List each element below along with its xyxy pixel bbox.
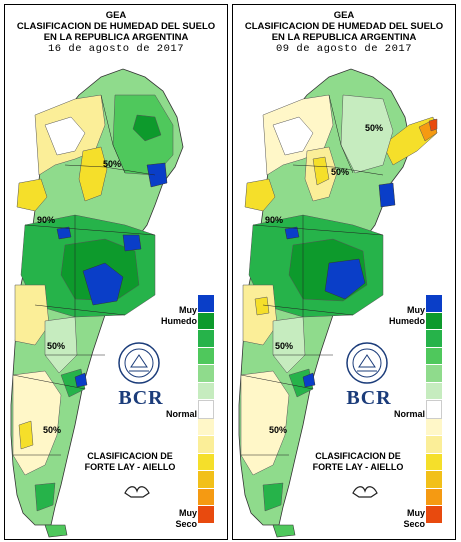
org-name: GEA bbox=[105, 10, 127, 21]
legend-label-normal: Normal bbox=[393, 409, 425, 419]
legend-label-seco: Seco bbox=[403, 519, 425, 529]
contour-label: 50% bbox=[103, 159, 122, 169]
contour-label: 50% bbox=[47, 341, 66, 351]
bcr-seal-logo bbox=[346, 342, 388, 384]
legend-swatch bbox=[198, 312, 214, 330]
org-name: GEA bbox=[333, 10, 355, 21]
legend-label-muy: Muy bbox=[179, 305, 197, 315]
legend-swatch bbox=[198, 400, 214, 419]
legend-swatch bbox=[198, 330, 214, 348]
legend-swatch bbox=[426, 453, 442, 471]
legend-swatch bbox=[426, 436, 442, 454]
legend-swatch bbox=[198, 418, 214, 436]
legend-swatch bbox=[198, 471, 214, 489]
legend-swatch bbox=[426, 488, 442, 506]
legend-swatch bbox=[426, 295, 442, 313]
legend-label-humedo: Humedo bbox=[389, 316, 425, 326]
legend-swatch bbox=[198, 453, 214, 471]
map-date: 16 de agosto de 2017 bbox=[47, 43, 185, 55]
legend-label-normal: Normal bbox=[165, 409, 197, 419]
contour-label: 50% bbox=[269, 425, 288, 435]
map-title-line2: EN LA REPUBLICA ARGENTINA bbox=[43, 32, 189, 43]
gea-mini-logo bbox=[352, 486, 378, 498]
legend-label-muy: Muy bbox=[179, 508, 197, 518]
map-title-line1: CLASIFICACION DE HUMEDAD DEL SUELO bbox=[244, 21, 444, 32]
bcr-seal-logo bbox=[118, 342, 160, 384]
legend-scale bbox=[198, 295, 214, 524]
map-date: 09 de agosto de 2017 bbox=[275, 43, 413, 55]
soil-moisture-map bbox=[238, 68, 438, 538]
contour-label: 50% bbox=[365, 123, 384, 133]
legend-swatch bbox=[198, 382, 214, 400]
gea-mini-logo bbox=[124, 486, 150, 498]
legend-swatch bbox=[198, 488, 214, 506]
legend-swatch bbox=[426, 418, 442, 436]
classification-line1: CLASIFICACION DE bbox=[315, 451, 401, 461]
contour-label: 50% bbox=[275, 341, 294, 351]
contour-label: 90% bbox=[265, 215, 284, 225]
legend-swatch bbox=[198, 295, 214, 313]
legend-swatch bbox=[426, 330, 442, 348]
legend-swatch bbox=[426, 382, 442, 400]
classification-line2: FORTE LAY - AIELLO bbox=[312, 462, 404, 472]
legend-swatch bbox=[426, 365, 442, 383]
map-panel-right: GEA CLASIFICACION DE HUMEDAD DEL SUELO E… bbox=[232, 4, 456, 540]
map-panel-left: GEA CLASIFICACION DE HUMEDAD DEL SUELO E… bbox=[4, 4, 228, 540]
legend-label-muy: Muy bbox=[407, 305, 425, 315]
contour-label: 50% bbox=[331, 167, 350, 177]
contour-label: 50% bbox=[43, 425, 62, 435]
contour-label: 90% bbox=[37, 215, 56, 225]
legend-swatch bbox=[426, 347, 442, 365]
legend-label-muy: Muy bbox=[407, 508, 425, 518]
soil-moisture-map bbox=[10, 68, 184, 538]
classification-line1: CLASIFICACION DE bbox=[87, 451, 173, 461]
legend-swatch bbox=[198, 365, 214, 383]
legend-swatch bbox=[198, 436, 214, 454]
legend-label-seco: Seco bbox=[175, 519, 197, 529]
brand-logo: BCR bbox=[118, 387, 164, 409]
legend-swatch bbox=[426, 312, 442, 330]
brand-logo: BCR bbox=[346, 387, 392, 409]
map-title-line1: CLASIFICACION DE HUMEDAD DEL SUELO bbox=[16, 21, 216, 32]
legend-swatch bbox=[426, 471, 442, 489]
classification-line2: FORTE LAY - AIELLO bbox=[84, 462, 176, 472]
legend-label-humedo: Humedo bbox=[161, 316, 197, 326]
legend-swatch bbox=[426, 506, 442, 524]
map-title-line2: EN LA REPUBLICA ARGENTINA bbox=[271, 32, 417, 43]
legend-swatch bbox=[198, 506, 214, 524]
legend-scale bbox=[426, 295, 442, 524]
legend-swatch bbox=[198, 347, 214, 365]
legend-swatch bbox=[426, 400, 442, 419]
